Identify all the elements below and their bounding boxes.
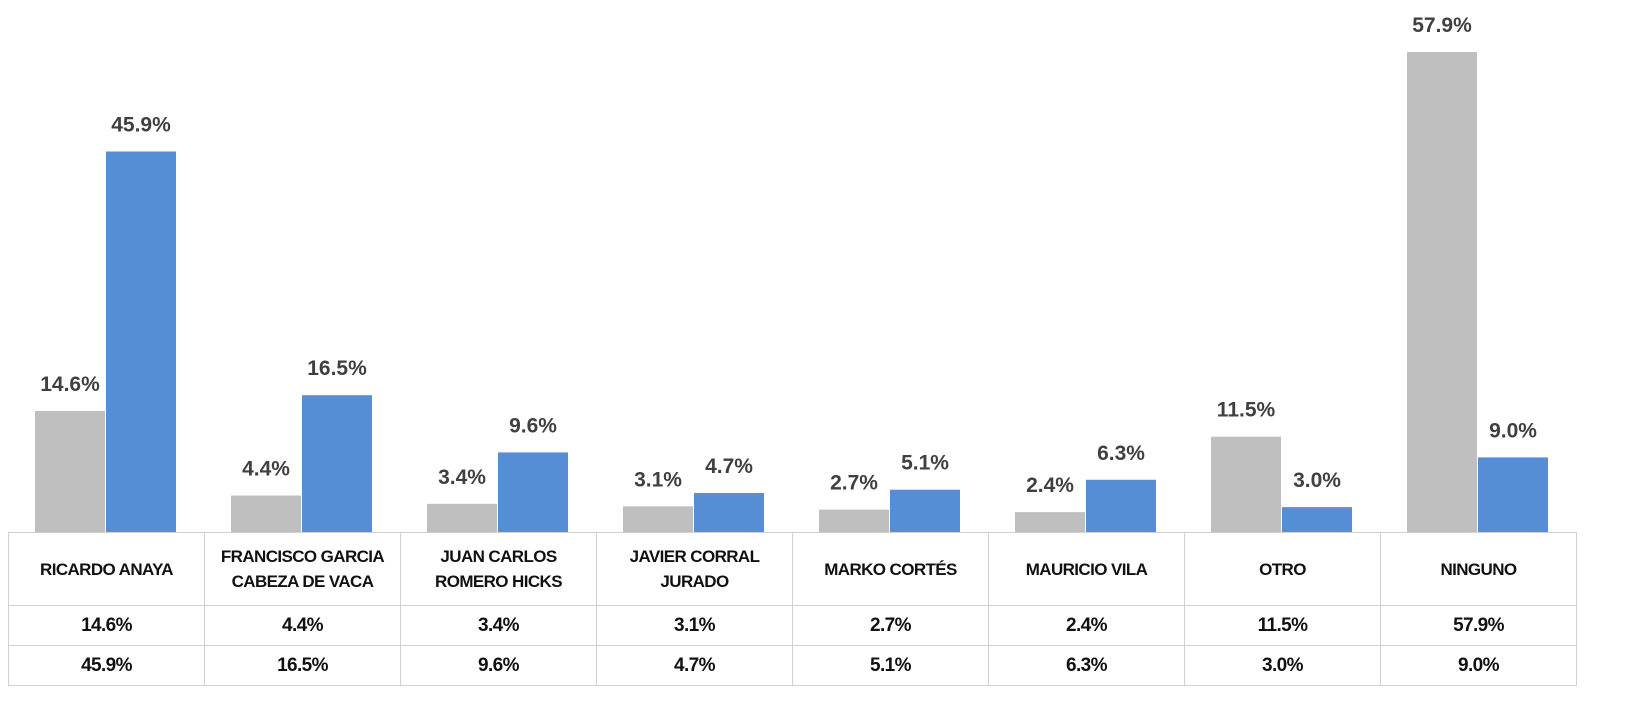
table-value: 45.9% — [8, 645, 205, 686]
table-value: 9.6% — [400, 645, 597, 686]
data-label: 9.6% — [509, 414, 557, 437]
table-value: 2.4% — [988, 605, 1185, 646]
data-label: 57.9% — [1412, 14, 1472, 37]
table-value: 2.7% — [792, 605, 989, 646]
bar — [498, 452, 568, 532]
table-value: 9.0% — [1380, 645, 1577, 686]
table-value: 3.0% — [1184, 645, 1381, 686]
data-label: 4.7% — [705, 455, 753, 478]
bar — [427, 503, 497, 532]
table-value: 11.5% — [1184, 605, 1381, 646]
data-label: 3.1% — [634, 468, 682, 491]
bar — [35, 410, 105, 532]
category-label: MARKO CORTÉS — [792, 532, 989, 606]
bar — [302, 395, 372, 532]
bar — [1282, 507, 1352, 532]
table-value: 4.4% — [204, 605, 401, 646]
table-value: 4.7% — [596, 645, 793, 686]
category-label: JUAN CARLOS ROMERO HICKS — [400, 532, 597, 606]
bar — [1015, 512, 1085, 532]
data-label: 45.9% — [111, 113, 171, 136]
bar — [1211, 436, 1281, 532]
category-label: MAURICIO VILA — [988, 532, 1185, 606]
table-value: 5.1% — [792, 645, 989, 686]
data-label: 4.4% — [242, 458, 290, 481]
data-label: 16.5% — [307, 357, 367, 380]
category-label: JAVIER CORRAL JURADO — [596, 532, 793, 606]
data-label: 14.6% — [40, 373, 100, 396]
category-label: NINGUNO — [1380, 532, 1577, 606]
data-label: 3.0% — [1293, 469, 1341, 492]
data-label: 11.5% — [1217, 399, 1276, 422]
table-value: 16.5% — [204, 645, 401, 686]
bar — [106, 151, 176, 532]
bar — [1478, 457, 1548, 532]
bar — [819, 509, 889, 532]
bar — [231, 495, 301, 532]
data-label: 9.0% — [1489, 419, 1537, 442]
bar — [1086, 479, 1156, 532]
table-value: 3.1% — [596, 605, 793, 646]
data-label: 2.7% — [830, 472, 878, 495]
data-label: 3.4% — [438, 466, 486, 489]
data-label: 2.4% — [1026, 474, 1074, 497]
table-value: 57.9% — [1380, 605, 1577, 646]
bar — [623, 506, 693, 532]
category-label: OTRO — [1184, 532, 1381, 606]
bar — [890, 489, 960, 532]
category-label: RICARDO ANAYA — [8, 532, 205, 606]
table-value: 14.6% — [8, 605, 205, 646]
data-label: 5.1% — [901, 452, 949, 475]
data-label: 6.3% — [1097, 442, 1145, 465]
table-value: 6.3% — [988, 645, 1185, 686]
bar — [1407, 52, 1477, 532]
bar — [694, 493, 764, 532]
category-label: FRANCISCO GARCIA CABEZA DE VACA — [204, 532, 401, 606]
table-value: 3.4% — [400, 605, 597, 646]
